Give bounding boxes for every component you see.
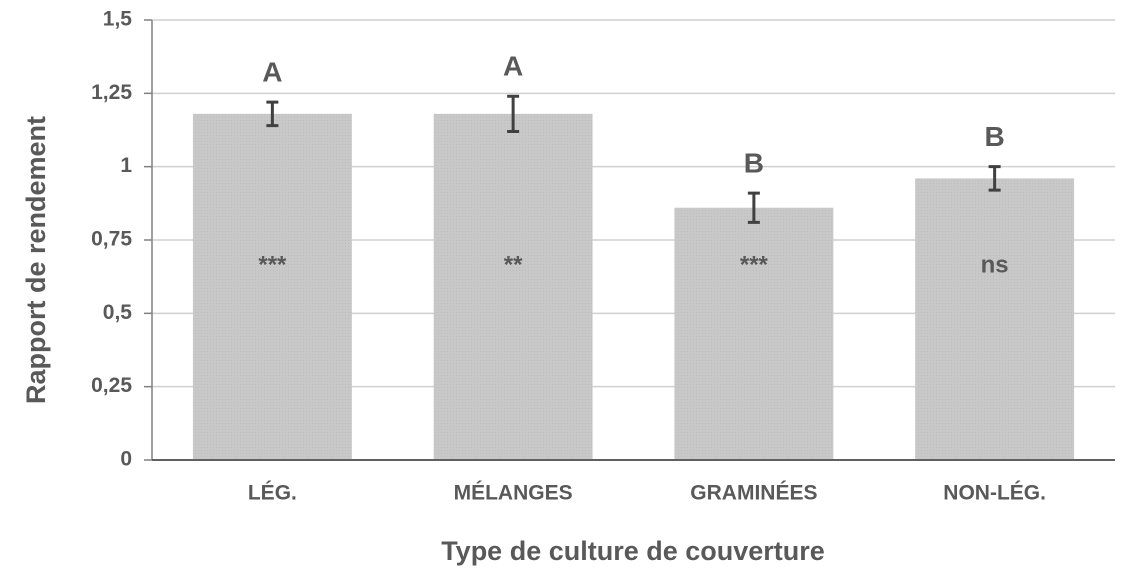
- error-bar: [988, 165, 1001, 192]
- x-tick-label: LÉG.: [248, 482, 297, 505]
- y-tick-label: 1,25: [91, 81, 132, 104]
- group-letter: A: [262, 57, 282, 88]
- group-letter: B: [985, 121, 1005, 152]
- significance-label: ***: [740, 251, 769, 278]
- y-axis-title: Rapport de rendement: [21, 116, 51, 404]
- significance-label: ns: [981, 251, 1009, 278]
- y-tick-label: 0,25: [91, 374, 132, 397]
- group-letter: A: [503, 51, 523, 82]
- bar: [192, 113, 352, 460]
- error-bar: [266, 100, 279, 128]
- bar: [433, 113, 593, 460]
- bar: [915, 178, 1075, 460]
- group-letter: B: [744, 147, 764, 178]
- x-tick-label: GRAMINÉES: [690, 482, 817, 505]
- y-tick-label: 0: [120, 448, 132, 471]
- x-tick-label: NON-LÉG.: [943, 482, 1046, 505]
- bar: [674, 207, 834, 460]
- error-bar: [507, 94, 520, 133]
- y-tick-label: 1,5: [103, 8, 133, 31]
- significance-label: ***: [258, 251, 287, 278]
- error-bar: [747, 191, 760, 224]
- x-tick-label: MÉLANGES: [454, 482, 573, 505]
- y-tick-label: 1: [120, 154, 132, 177]
- y-tick-label: 0,75: [91, 228, 132, 251]
- significance-label: **: [504, 251, 523, 278]
- x-axis-title: Type de culture de couverture: [441, 536, 825, 566]
- y-tick-label: 0,5: [103, 301, 133, 324]
